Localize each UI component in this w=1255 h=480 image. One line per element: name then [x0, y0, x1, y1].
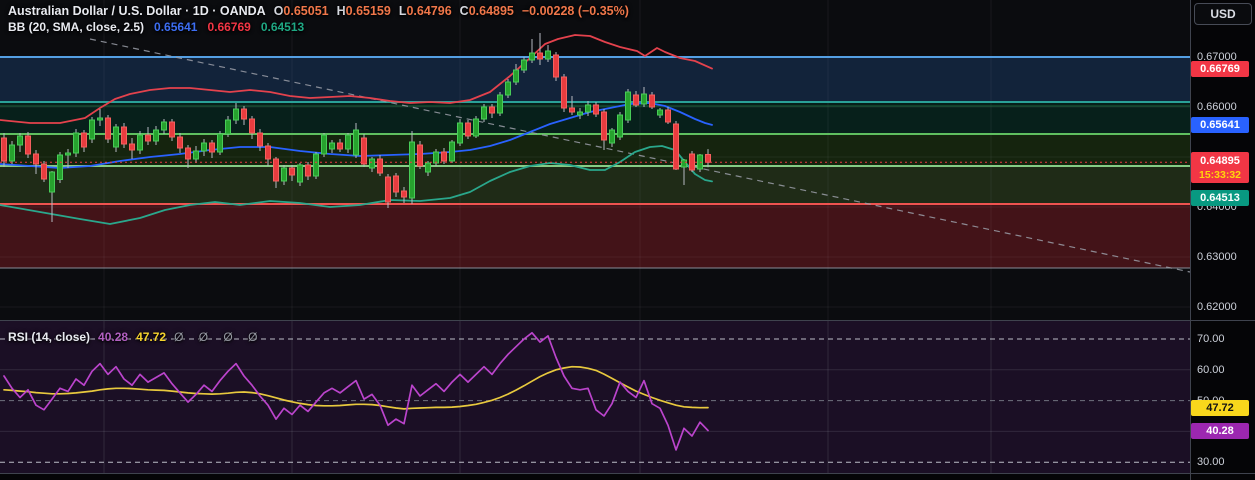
price-zone	[0, 166, 1190, 204]
bb-legend: BB (20, SMA, close, 2.5) 0.65641 0.66769 0.…	[8, 20, 304, 34]
rsi-axis-label: 30.00	[1197, 456, 1225, 469]
symbol-title: Australian Dollar / U.S. Dollar · 1D · O…	[8, 4, 266, 18]
price-axis-label: 0.66000	[1197, 101, 1237, 113]
price-zone	[0, 134, 1190, 166]
low-label: L	[398, 4, 407, 18]
rsi-indicator-label: RSI (14, close)	[8, 330, 91, 344]
bb-basis-badge: 0.65641	[1191, 116, 1249, 133]
bb-basis-value: 0.65641	[154, 20, 198, 34]
trend-line	[89, 38, 1191, 273]
price-zone	[0, 57, 1190, 102]
bb-lower-value: 0.64513	[260, 20, 305, 34]
change-value: −0.00228 (−0.35%)	[521, 4, 629, 18]
bb-lower-line	[0, 145, 713, 225]
currency-toggle-button[interactable]: USD	[1194, 3, 1252, 25]
symbol-legend: Australian Dollar / U.S. Dollar · 1D · O…	[8, 4, 629, 18]
price-axis-label: 0.62000	[1197, 301, 1237, 313]
close-label: C	[459, 4, 469, 18]
bb-upper-badge: 0.66769	[1191, 60, 1249, 77]
countdown-timer: 15:33:32	[1198, 169, 1242, 182]
close-value: 0.64895	[468, 4, 514, 18]
bb-lower-badge: 0.64513	[1191, 190, 1249, 207]
last-price-badge: 0.64895 15:33:32	[1191, 152, 1249, 184]
price-axis[interactable]: 0.670000.660000.650000.640000.630000.620…	[1190, 0, 1255, 480]
rsi-value-badge: 40.28	[1191, 422, 1249, 439]
price-axis-label: 0.67000	[1197, 51, 1237, 63]
rsi-ma-line	[3, 365, 709, 410]
price-zone	[0, 204, 1190, 268]
candles-layer	[1, 33, 711, 222]
price-axis-label: 0.63000	[1197, 251, 1237, 263]
bb-upper-line	[0, 34, 713, 124]
low-value: 0.64796	[406, 4, 452, 18]
open-value: 0.65051	[283, 4, 329, 18]
high-label: H	[336, 4, 346, 18]
bb-upper-value: 0.66769	[207, 20, 251, 34]
rsi-low-value: 40.28	[98, 330, 129, 344]
rsi-ma-badge: 47.72	[1191, 399, 1249, 416]
open-label: O	[273, 4, 284, 18]
bb-indicator-label: BB (20, SMA, close, 2.5)	[8, 20, 145, 34]
high-value: 0.65159	[345, 4, 391, 18]
rsi-line	[3, 331, 709, 451]
rsi-pane-background	[0, 320, 1190, 473]
rsi-current-value: 47.72	[136, 330, 167, 344]
rsi-axis-label: 70.00	[1197, 333, 1225, 345]
rsi-axis-label: 60.00	[1197, 363, 1225, 376]
rsi-legend: RSI (14, close) 40.28 47.72 Ø Ø Ø Ø	[8, 330, 263, 344]
rsi-hidden-values: Ø Ø Ø Ø	[174, 330, 264, 344]
